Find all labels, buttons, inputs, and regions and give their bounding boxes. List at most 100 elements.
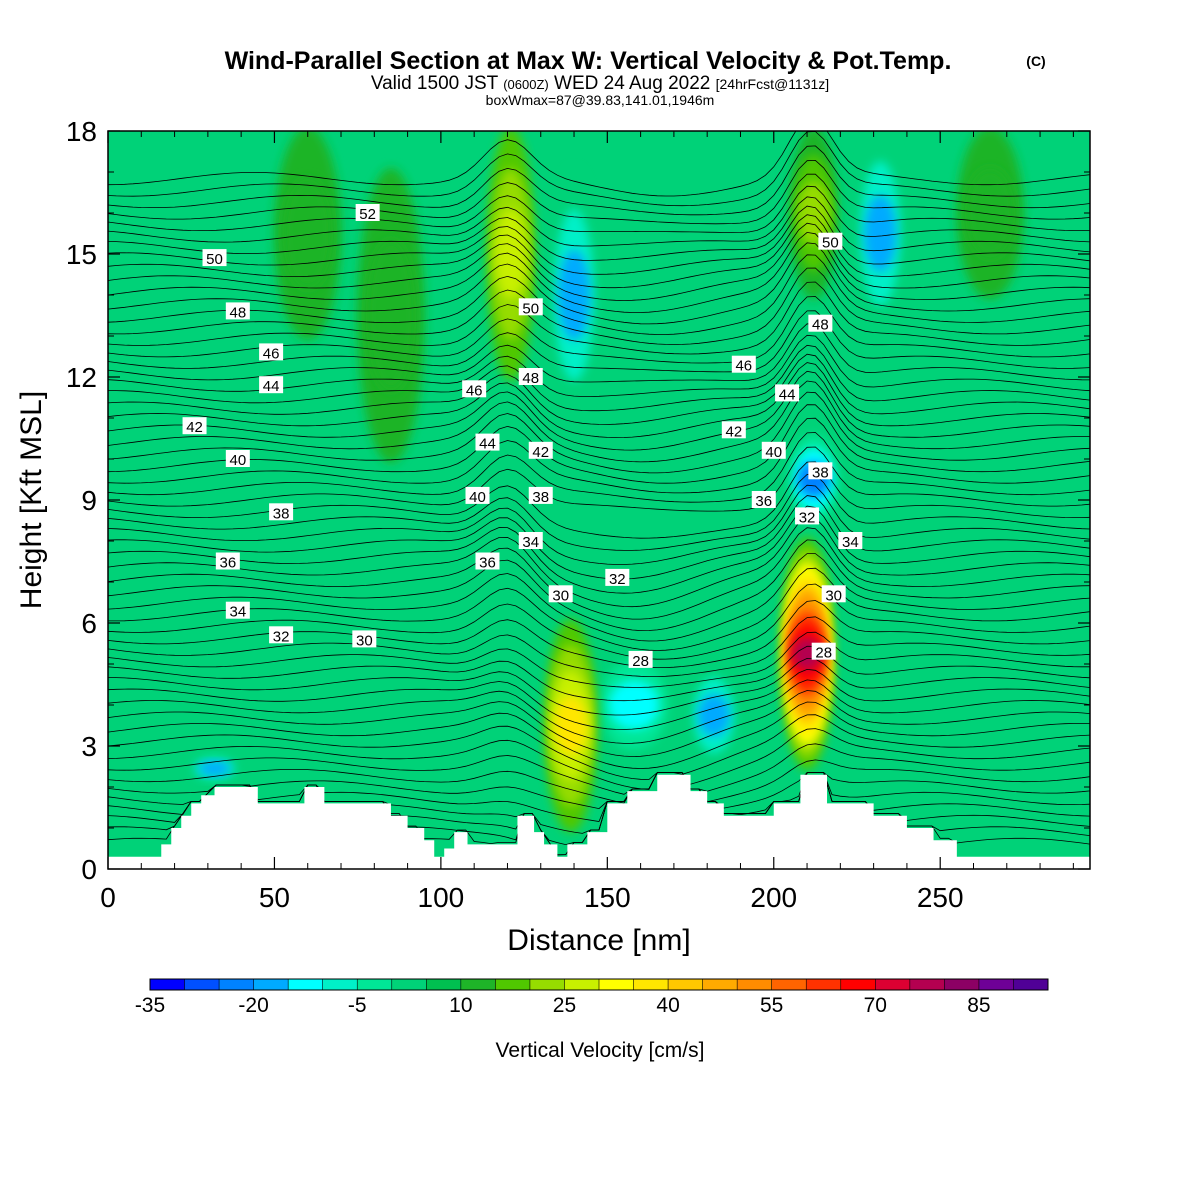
chart-box-info: boxWmax=87@39.83,141.01,1946m xyxy=(486,92,715,108)
x-tick-label: 200 xyxy=(750,882,797,913)
velocity-feature xyxy=(486,131,535,381)
colorbar-swatch xyxy=(495,979,531,990)
colorbar-swatch xyxy=(944,979,980,990)
velocity-feature xyxy=(274,131,342,340)
theta-label: 30 xyxy=(548,585,573,604)
theta-label: 46 xyxy=(731,355,756,375)
theta-contour-line xyxy=(108,484,1090,565)
x-tick-label: 150 xyxy=(584,882,631,913)
colorbar-swatch xyxy=(702,979,738,990)
theta-contour-line xyxy=(108,743,1090,795)
theta-contour-line xyxy=(108,474,1090,551)
y-tick-label: 0 xyxy=(81,854,97,885)
theta-contour-line xyxy=(108,417,1090,494)
theta-label-text: 38 xyxy=(532,489,549,506)
theta-label: 48 xyxy=(518,368,543,387)
theta-label-text: 42 xyxy=(725,423,742,440)
theta-contour-line xyxy=(108,370,1090,451)
colorbar-swatch xyxy=(806,979,842,990)
theta-label: 50 xyxy=(818,232,843,252)
copyright-mark: (C) xyxy=(1026,53,1045,69)
x-tick-label: 0 xyxy=(100,882,116,913)
theta-label: 42 xyxy=(182,417,207,436)
theta-contour-line xyxy=(108,772,1090,810)
theta-contour-line xyxy=(108,446,1090,512)
theta-label: 28 xyxy=(628,650,653,670)
theta-label-text: 46 xyxy=(263,345,280,362)
theta-contour-line xyxy=(108,310,1090,373)
theta-contour-line xyxy=(108,772,1090,834)
theta-label-text: 36 xyxy=(219,555,236,572)
x-axis: 0 50 100 150 200 250 xyxy=(100,131,1074,913)
colorbar-swatch xyxy=(391,979,427,990)
theta-contour-line xyxy=(108,583,1090,660)
theta-label: 30 xyxy=(352,630,377,649)
colorbar-swatch xyxy=(633,979,669,990)
theta-contour-line xyxy=(108,690,1090,757)
theta-label: 34 xyxy=(838,532,863,551)
theta-contour-line xyxy=(108,631,1090,688)
theta-label-text: 28 xyxy=(815,645,832,662)
theta-label-text: 44 xyxy=(479,436,496,453)
theta-label: 36 xyxy=(475,552,500,572)
velocity-feature xyxy=(689,660,738,771)
colorbar-swatch xyxy=(771,979,807,990)
theta-contour-line xyxy=(108,222,1090,301)
theta-label: 52 xyxy=(355,204,380,223)
theta-contour-line xyxy=(108,242,1090,325)
theta-label: 50 xyxy=(518,298,543,317)
theta-label: 34 xyxy=(518,532,543,551)
colorbar-swatch xyxy=(219,979,255,990)
theta-label: 50 xyxy=(202,249,227,268)
theta-label: 48 xyxy=(225,302,250,321)
velocity-feature xyxy=(856,131,905,340)
theta-label-text: 52 xyxy=(359,206,376,223)
theta-label: 36 xyxy=(751,491,776,510)
theta-label-text: 38 xyxy=(812,464,829,481)
colorbar-swatch xyxy=(460,979,496,990)
colorbar-swatch xyxy=(909,979,945,990)
theta-contour-line xyxy=(108,353,1090,425)
theta-label-text: 44 xyxy=(779,386,796,403)
colorbar-swatch xyxy=(529,979,565,990)
velocity-feature xyxy=(780,537,834,771)
colorbar-tick-label: -35 xyxy=(135,994,165,1017)
theta-contour-line xyxy=(108,404,1090,484)
colorbar-swatch xyxy=(322,979,358,990)
theta-label-text: 32 xyxy=(609,571,626,588)
colorbar-tick-label: 85 xyxy=(967,994,990,1017)
velocity-feature xyxy=(544,619,598,832)
theta-label-text: 50 xyxy=(206,251,223,268)
theta-label-text: 30 xyxy=(825,587,842,604)
theta-label: 38 xyxy=(269,503,294,522)
theta-label: 40 xyxy=(761,441,786,461)
colorbar-swatch xyxy=(564,979,600,990)
x-tick-label: 250 xyxy=(917,882,964,913)
chart-subtitle: Valid 1500 JST (0600Z) WED 24 Aug 2022 [… xyxy=(371,73,829,94)
theta-contour-line xyxy=(108,344,1090,412)
theta-contour-line xyxy=(108,527,1090,620)
plot-area: 52 50 48 46 44 42 40 38 36 34 32 30 46 44 40 36 50 48 42 38… xyxy=(108,131,1090,869)
theta-contour-line xyxy=(108,567,1090,651)
colorbar-tick-label: 10 xyxy=(449,994,472,1017)
theta-label-text: 48 xyxy=(812,317,829,334)
theta-label-text: 40 xyxy=(765,444,782,461)
theta-label: 36 xyxy=(215,552,240,572)
theta-contour-line xyxy=(108,205,1090,275)
colorbar-tick-label: 25 xyxy=(553,994,576,1017)
theta-contour-line xyxy=(108,131,1090,207)
colorbar-swatch xyxy=(357,979,393,990)
theta-contour-labels: 52 50 48 46 44 42 40 38 36 34 32 30 46 44 40 36 50 48 42 38… xyxy=(182,204,863,670)
y-tick-label: 15 xyxy=(66,239,97,270)
theta-label: 46 xyxy=(259,343,284,362)
theta-label: 38 xyxy=(808,462,833,481)
theta-contour-line xyxy=(108,267,1090,346)
theta-contour-line xyxy=(108,380,1090,463)
theta-contour-line xyxy=(108,516,1090,608)
colorbar: -35 -20 -5 10 25 40 55 70 85 xyxy=(135,978,1049,1017)
colorbar-swatch xyxy=(1013,979,1049,990)
theta-label-text: 46 xyxy=(735,358,752,375)
theta-label: 32 xyxy=(605,568,630,588)
theta-contour-line xyxy=(108,145,1090,216)
